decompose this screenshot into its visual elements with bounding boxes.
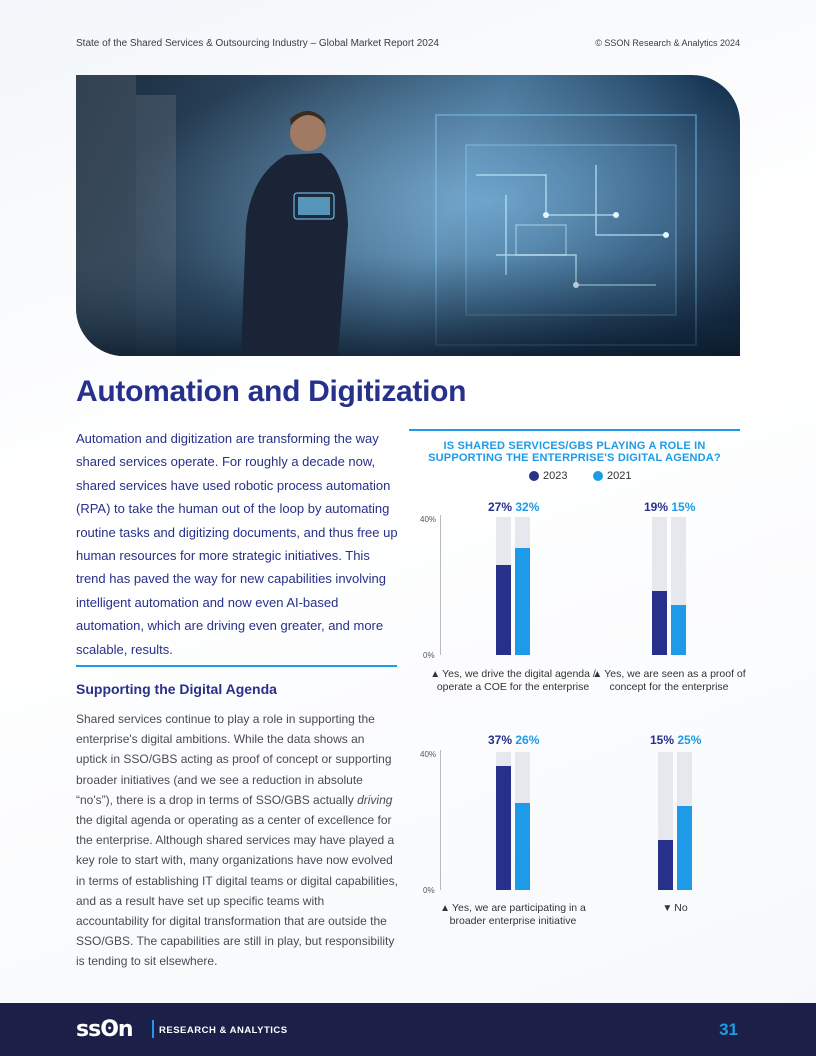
logo-tagline: RESEARCH & ANALYTICS bbox=[159, 1025, 288, 1036]
value-label-2023: 37% bbox=[488, 733, 513, 747]
report-title: State of the Shared Services & Outsourci… bbox=[76, 38, 439, 49]
value-labels: 15% 25% bbox=[650, 733, 701, 747]
bar-2021 bbox=[515, 547, 530, 655]
thumbs-down-icon: ▼ bbox=[662, 903, 673, 914]
copyright: © SSON Research & Analytics 2024 bbox=[595, 38, 740, 48]
section-divider bbox=[76, 665, 397, 667]
thumbs-up-icon: ▲ bbox=[440, 903, 451, 914]
value-labels: 19% 15% bbox=[644, 500, 695, 514]
legend-2023-swatch bbox=[529, 471, 539, 481]
y-tick-label: 0% bbox=[423, 886, 435, 895]
category-label-text: No bbox=[674, 902, 688, 914]
category-label-text: Yes, we drive the digital agenda / opera… bbox=[436, 668, 596, 693]
value-label-2023: 27% bbox=[488, 500, 513, 514]
value-labels: 27% 32% bbox=[488, 500, 539, 514]
value-label-2021: 25% bbox=[677, 733, 702, 747]
y-axis-line bbox=[440, 750, 441, 890]
y-tick-label: 40% bbox=[420, 750, 437, 759]
page-number: 31 bbox=[719, 1020, 738, 1039]
category-label: ▲ Yes, we are seen as a proof of concept … bbox=[584, 668, 754, 693]
legend-2021: 2021 bbox=[593, 470, 631, 482]
y-tick-label: 0% bbox=[423, 651, 435, 660]
section-heading: Supporting the Digital Agenda bbox=[76, 681, 277, 697]
legend-2023-label: 2023 bbox=[543, 470, 568, 482]
category-label: ▲ Yes, we drive the digital agenda / oper… bbox=[428, 668, 598, 693]
value-label-2023: 19% bbox=[644, 500, 669, 514]
intro-paragraph: Automation and digitization are transfor… bbox=[76, 431, 398, 657]
hero-image bbox=[76, 75, 740, 356]
thumbs-up-icon: ▲ bbox=[430, 669, 441, 680]
bar-2023 bbox=[496, 564, 511, 655]
section-body: Shared services continue to play a role … bbox=[76, 712, 398, 969]
value-label-2021: 26% bbox=[515, 733, 540, 747]
sson-logo: ssʘn bbox=[76, 1017, 134, 1042]
legend-2023: 2023 bbox=[529, 470, 567, 482]
category-label-text: Yes, we are seen as a proof of concept f… bbox=[604, 668, 746, 693]
logo-divider bbox=[152, 1020, 154, 1038]
value-labels: 37% 26% bbox=[488, 733, 539, 747]
legend-2021-swatch bbox=[593, 471, 603, 481]
category-label: ▲ Yes, we are participating in a broader … bbox=[428, 902, 598, 927]
chart-rule bbox=[409, 429, 740, 431]
bar-2023 bbox=[496, 766, 511, 890]
legend-2021-label: 2021 bbox=[607, 470, 632, 482]
thumbs-up-icon: ▲ bbox=[592, 669, 603, 680]
bar-2023 bbox=[658, 839, 673, 890]
value-label-2021: 15% bbox=[671, 500, 696, 514]
footer: ssʘn RESEARCH & ANALYTICS 31 bbox=[0, 1003, 816, 1056]
category-label-text: Yes, we are participating in a broader e… bbox=[449, 902, 586, 927]
y-axis-line bbox=[440, 515, 441, 655]
y-tick-label: 40% bbox=[420, 515, 437, 524]
bar-2023 bbox=[652, 591, 667, 655]
value-label-2023: 15% bbox=[650, 733, 675, 747]
category-label: ▼ No bbox=[590, 902, 760, 915]
bar-2021 bbox=[677, 806, 692, 890]
page-title: Automation and Digitization bbox=[76, 375, 467, 408]
bar-2021 bbox=[671, 604, 686, 655]
value-label-2021: 32% bbox=[515, 500, 540, 514]
chart-title: IS SHARED SERVICES/GBS PLAYING A ROLE IN… bbox=[428, 440, 721, 464]
bar-2021 bbox=[515, 802, 530, 890]
